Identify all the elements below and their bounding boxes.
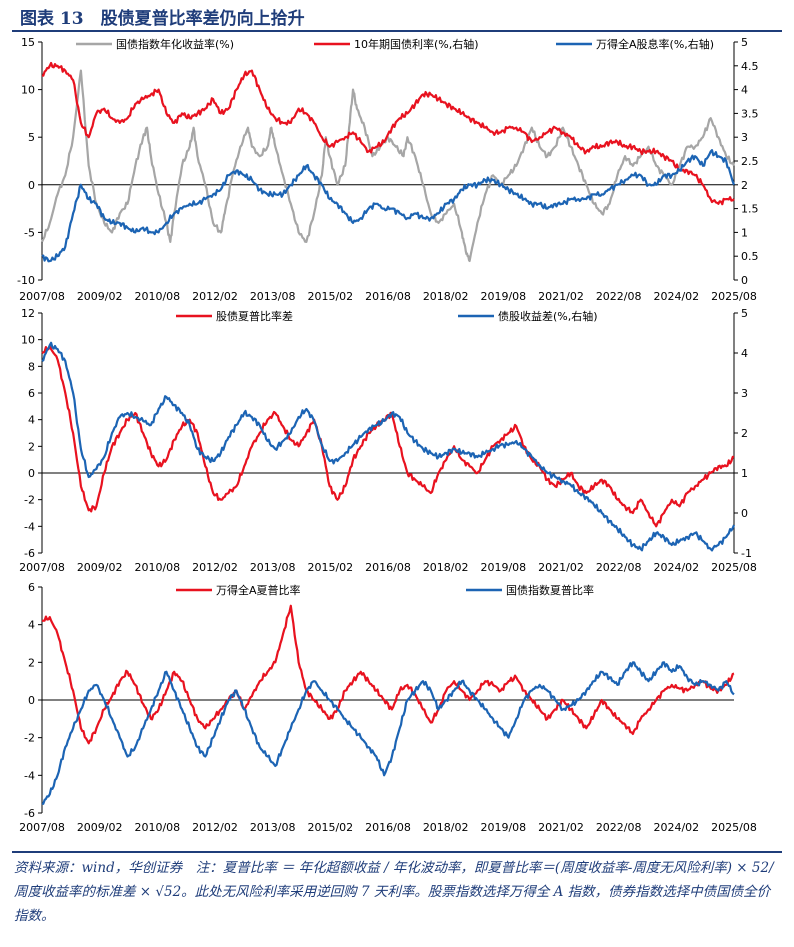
- series-line-0-1: [41, 61, 735, 206]
- series-line-1-0: [41, 345, 735, 528]
- x-tick-label: 2022/08: [596, 290, 642, 303]
- y-tick-label: 10: [21, 84, 35, 97]
- x-tick-label: 2007/08: [19, 290, 65, 303]
- x-tick-label: 2018/02: [423, 821, 469, 834]
- series-line-0-0: [41, 69, 736, 263]
- source-note: 资料来源：wind，华创证券 注：夏普比率 ＝ 年化超额收益 / 年化波动率，即…: [14, 860, 774, 924]
- title-bar: 图表 13 股债夏普比率差仍向上拾升: [12, 2, 782, 32]
- series-line-2-0: [41, 604, 735, 745]
- x-tick-label: 2019/08: [480, 821, 526, 834]
- y-tick-label: 6: [28, 387, 35, 400]
- y-tick-label: 4: [28, 414, 35, 427]
- x-tick-label: 2015/02: [307, 821, 353, 834]
- y2-tick-label: 1: [741, 226, 748, 239]
- x-tick-label: 2022/08: [596, 821, 642, 834]
- y-tick-label: 8: [28, 360, 35, 373]
- x-tick-label: 2015/02: [307, 561, 353, 574]
- x-tick-label: 2013/08: [250, 561, 296, 574]
- x-tick-label: 2012/02: [192, 561, 238, 574]
- y-tick-label: 15: [21, 36, 35, 49]
- y2-tick-label: 0: [741, 507, 748, 520]
- x-tick-label: 2025/08: [711, 821, 757, 834]
- y2-tick-label: 2.5: [741, 155, 759, 168]
- y2-tick-label: 3: [741, 387, 748, 400]
- x-tick-label: 2024/02: [653, 821, 699, 834]
- y-tick-label: 4: [28, 619, 35, 632]
- x-tick-label: 2021/02: [538, 290, 584, 303]
- y2-tick-label: 4: [741, 84, 748, 97]
- x-tick-label: 2021/02: [538, 821, 584, 834]
- x-tick-label: 2010/08: [134, 821, 180, 834]
- x-tick-label: 2016/08: [365, 821, 411, 834]
- legend-label: 万得全A夏普比率: [216, 583, 301, 597]
- x-tick-label: 2022/08: [596, 561, 642, 574]
- legend-label: 股债夏普比率差: [216, 309, 293, 323]
- y2-tick-label: 4.5: [741, 60, 759, 73]
- x-tick-label: 2025/08: [711, 561, 757, 574]
- y-tick-label: -4: [24, 520, 35, 533]
- y-tick-label: 5: [28, 131, 35, 144]
- legend-label: 债股收益差(%,右轴): [498, 309, 598, 323]
- x-tick-label: 2010/08: [134, 290, 180, 303]
- y2-tick-label: -1: [741, 547, 752, 560]
- x-tick-label: 2007/08: [19, 561, 65, 574]
- legend-label: 国债指数夏普比率: [506, 583, 594, 597]
- y-tick-label: -4: [24, 769, 35, 782]
- x-tick-label: 2018/02: [423, 561, 469, 574]
- legend-label: 万得全A股息率(%,右轴): [596, 37, 714, 51]
- x-tick-label: 2007/08: [19, 821, 65, 834]
- y2-tick-label: 3: [741, 131, 748, 144]
- y-tick-label: -6: [24, 807, 35, 820]
- x-tick-label: 2019/08: [480, 290, 526, 303]
- y-tick-label: -10: [17, 274, 35, 287]
- x-tick-label: 2016/08: [365, 561, 411, 574]
- x-tick-label: 2009/02: [77, 290, 123, 303]
- y-tick-label: -2: [24, 494, 35, 507]
- y-tick-label: 0: [28, 694, 35, 707]
- figure-title: 图表 13 股债夏普比率差仍向上拾升: [20, 9, 305, 29]
- y-tick-label: -5: [24, 226, 35, 239]
- y2-tick-label: 2: [741, 179, 748, 192]
- legend-label: 国债指数年化收益率(%): [116, 37, 234, 51]
- y-tick-label: -6: [24, 547, 35, 560]
- y2-tick-label: 4: [741, 347, 748, 360]
- series-line-0-2: [41, 149, 736, 263]
- legend-label: 10年期国债利率(%,右轴): [354, 37, 479, 51]
- y2-tick-label: 3.5: [741, 107, 759, 120]
- x-tick-label: 2024/02: [653, 561, 699, 574]
- x-tick-label: 2009/02: [77, 561, 123, 574]
- y2-tick-label: 2: [741, 427, 748, 440]
- x-tick-label: 2009/02: [77, 821, 123, 834]
- y2-tick-label: 0: [741, 274, 748, 287]
- x-tick-label: 2021/02: [538, 561, 584, 574]
- x-tick-label: 2018/02: [423, 290, 469, 303]
- x-tick-label: 2019/08: [480, 561, 526, 574]
- y-tick-label: -2: [24, 732, 35, 745]
- footer-divider: [12, 851, 782, 853]
- series-line-1-1: [41, 341, 736, 552]
- y-tick-label: 10: [21, 334, 35, 347]
- x-tick-label: 2013/08: [250, 821, 296, 834]
- x-tick-label: 2015/02: [307, 290, 353, 303]
- y-tick-label: 12: [21, 307, 35, 320]
- x-tick-label: 2013/08: [250, 290, 296, 303]
- y-tick-label: 6: [28, 581, 35, 594]
- series-line-2-1: [41, 661, 735, 805]
- x-tick-label: 2025/08: [711, 290, 757, 303]
- x-tick-label: 2012/02: [192, 821, 238, 834]
- y2-tick-label: 5: [741, 307, 748, 320]
- y-tick-label: 0: [28, 467, 35, 480]
- y2-tick-label: 1: [741, 467, 748, 480]
- x-tick-label: 2024/02: [653, 290, 699, 303]
- y-tick-label: 0: [28, 179, 35, 192]
- y2-tick-label: 0.5: [741, 250, 759, 263]
- y-tick-label: 2: [28, 440, 35, 453]
- x-tick-label: 2016/08: [365, 290, 411, 303]
- y-tick-label: 2: [28, 656, 35, 669]
- x-tick-label: 2010/08: [134, 561, 180, 574]
- x-tick-label: 2012/02: [192, 290, 238, 303]
- y2-tick-label: 1.5: [741, 203, 759, 216]
- y2-tick-label: 5: [741, 36, 748, 49]
